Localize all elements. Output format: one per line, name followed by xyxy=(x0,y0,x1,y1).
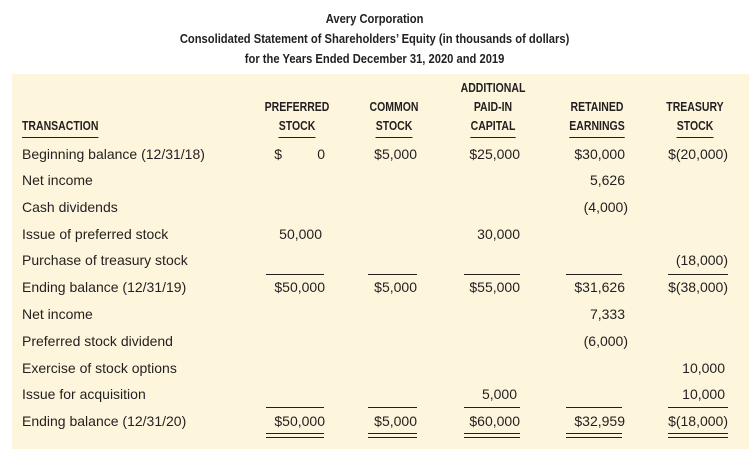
rule-treasury-2019 xyxy=(668,274,728,275)
rule-apic-2020 xyxy=(464,407,520,408)
statement-title: Avery Corporation Consolidated Statement… xyxy=(53,9,697,69)
retained-value: 5,626 xyxy=(589,172,625,188)
header-additional-paid-in-capital: ADDITIONAL PAID-IN CAPITAL xyxy=(451,79,535,138)
header-preferred-stock: PREFERRED STOCK xyxy=(255,98,339,138)
treasury-value: (18,000) xyxy=(675,252,728,268)
apic-value: $60,000 xyxy=(469,413,520,429)
treasury-value: $(18,000) xyxy=(668,413,728,429)
row-label: Ending balance (12/31/20) xyxy=(22,413,187,429)
preferred-value: 50,000 xyxy=(279,226,322,242)
preferred-value: $50,000 xyxy=(274,279,325,295)
apic-value: $25,000 xyxy=(469,146,520,162)
apic-value: 5,000 xyxy=(481,386,517,402)
row-label: Issue for acquisition xyxy=(22,386,146,402)
apic-value: 30,000 xyxy=(477,226,520,242)
preferred-value: 0 xyxy=(317,146,325,162)
header-treasury-stock: TREASURY STOCK xyxy=(653,98,737,138)
common-value: $5,000 xyxy=(374,279,417,295)
treasury-value: $(20,000) xyxy=(668,146,728,162)
row-label: Net income xyxy=(22,306,93,322)
rule-common-2020 xyxy=(368,407,417,408)
rule-common-2019 xyxy=(368,274,417,275)
double-rule-common-2020 xyxy=(368,433,417,438)
row-label: Ending balance (12/31/19) xyxy=(22,279,187,295)
preferred-value: $50,000 xyxy=(274,413,325,429)
double-rule-preferred-2020 xyxy=(266,433,324,438)
double-rule-apic-2020 xyxy=(464,433,520,438)
row-label: Exercise of stock options xyxy=(22,360,177,376)
statement-table-panel xyxy=(12,74,749,449)
retained-value: $32,959 xyxy=(574,413,625,429)
retained-value: 7,333 xyxy=(589,306,625,322)
treasury-value: $(38,000) xyxy=(668,279,728,295)
rule-retained-2020 xyxy=(566,407,622,408)
retained-value: (4,000) xyxy=(583,199,628,215)
row-label: Purchase of treasury stock xyxy=(22,252,188,268)
treasury-value: 10,000 xyxy=(682,360,725,376)
double-rule-retained-2020 xyxy=(566,433,622,438)
header-common-stock: COMMON STOCK xyxy=(352,98,436,138)
row-label: Issue of preferred stock xyxy=(22,226,169,242)
company-name: Avery Corporation xyxy=(325,11,424,26)
statement-name: Consolidated Statement of Shareholders’ … xyxy=(179,31,570,46)
retained-value: $31,626 xyxy=(574,279,625,295)
rule-preferred-2019 xyxy=(266,274,324,275)
statement-period: for the Years Ended December 31, 2020 an… xyxy=(244,51,505,66)
treasury-value: 10,000 xyxy=(682,386,725,402)
row-label: Preferred stock dividend xyxy=(22,333,173,349)
row-label: Beginning balance (12/31/18) xyxy=(22,146,205,162)
preferred-dollar-sign: $ xyxy=(274,146,282,162)
row-label: Cash dividends xyxy=(22,199,118,215)
retained-value: (6,000) xyxy=(583,333,628,349)
rule-preferred-2020 xyxy=(266,407,324,408)
common-value: $5,000 xyxy=(374,146,417,162)
common-value: $5,000 xyxy=(374,413,417,429)
apic-value: $55,000 xyxy=(469,279,520,295)
rule-apic-2019 xyxy=(464,274,520,275)
rule-retained-2019 xyxy=(566,274,622,275)
header-retained-earnings: RETAINED EARNINGS xyxy=(555,98,639,138)
double-rule-treasury-2020 xyxy=(668,433,728,438)
header-transaction: TRANSACTION xyxy=(22,117,99,138)
rule-treasury-2020 xyxy=(668,407,728,408)
row-label: Net income xyxy=(22,172,93,188)
retained-value: $30,000 xyxy=(574,146,625,162)
